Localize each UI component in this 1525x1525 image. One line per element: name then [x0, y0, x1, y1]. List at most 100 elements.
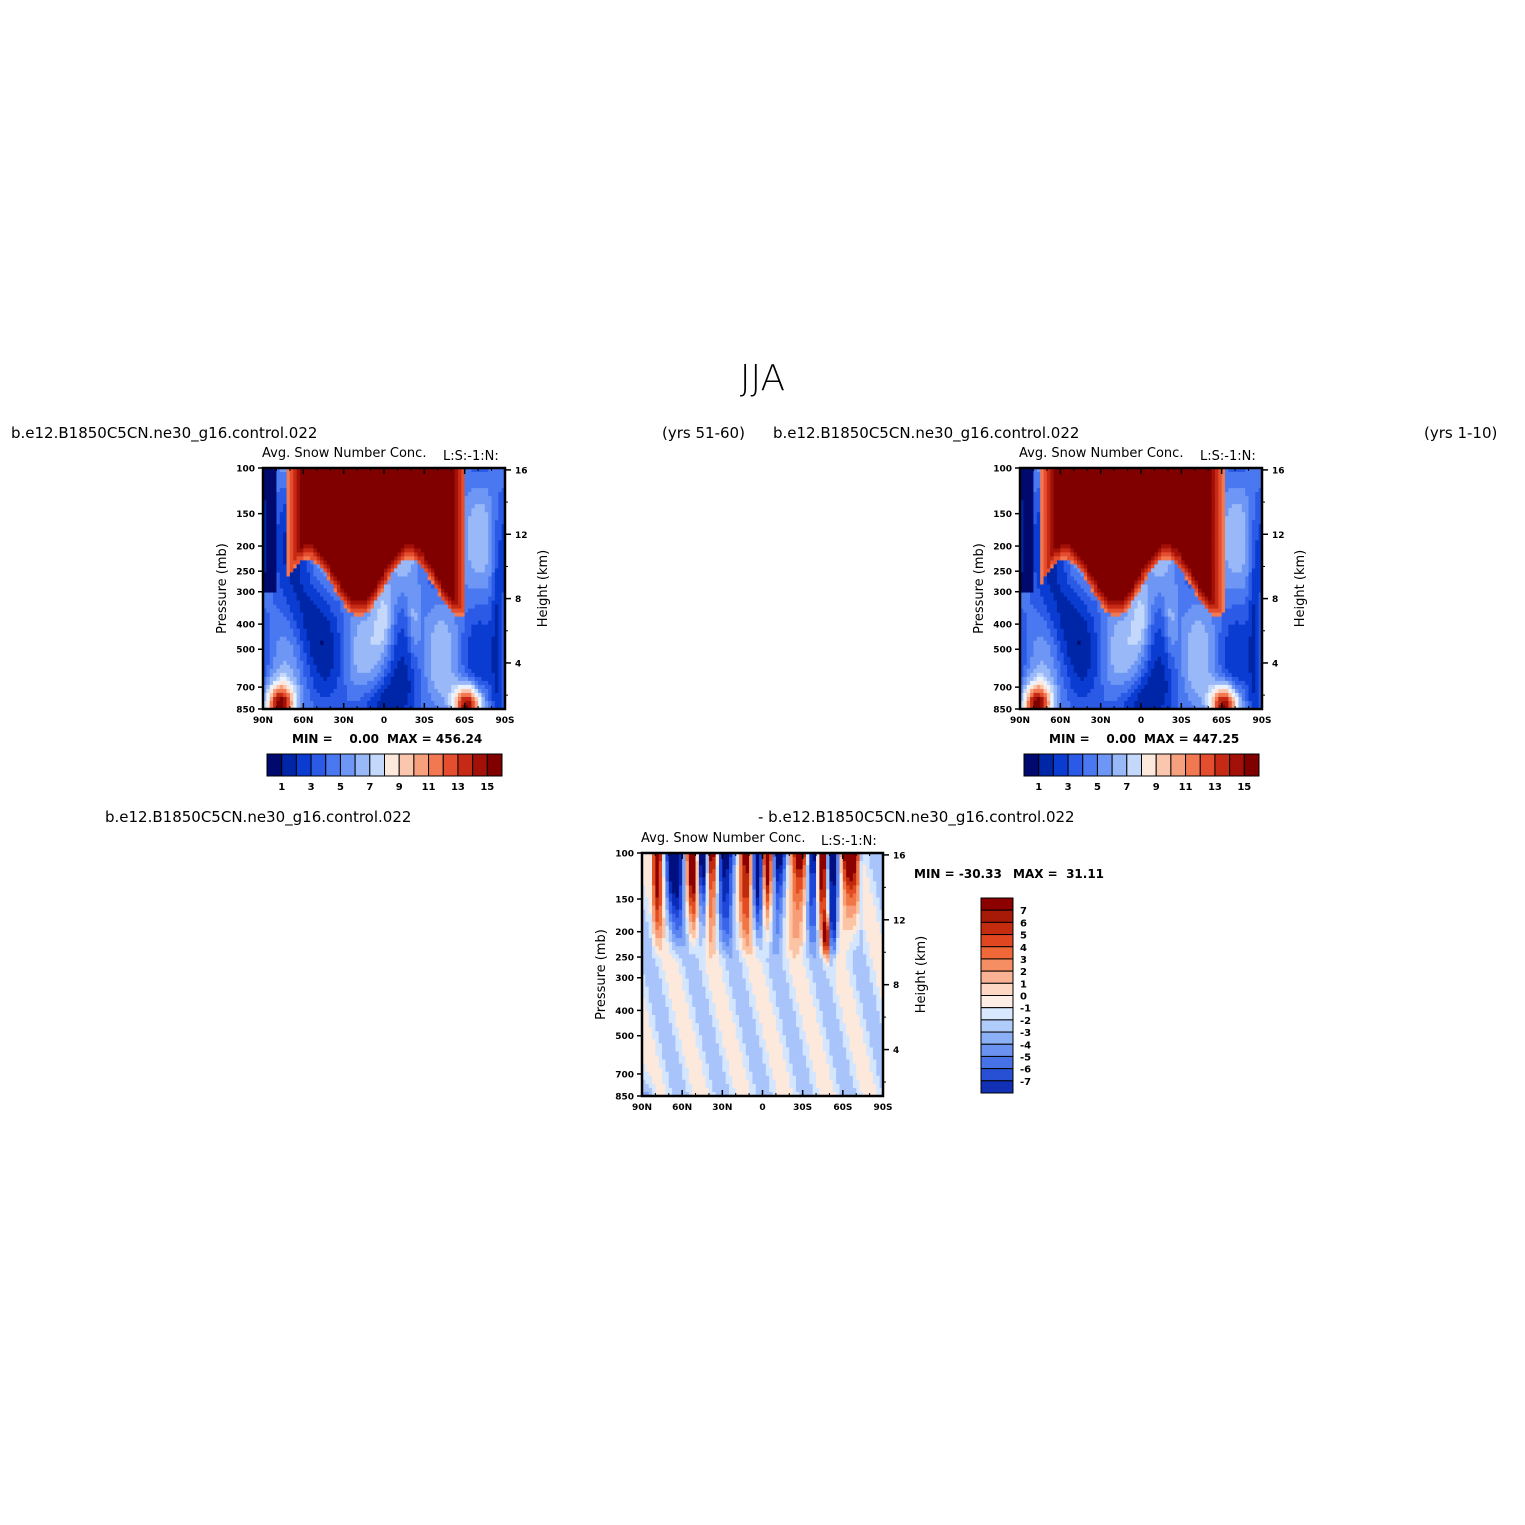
- colorbar-box: [384, 753, 400, 777]
- heatmap-cell: [263, 692, 267, 698]
- heatmap-cell: [347, 548, 351, 553]
- heatmap-cell: [269, 552, 274, 557]
- heatmap-cell: [269, 688, 274, 694]
- heatmap-cell: [273, 664, 278, 670]
- heatmap-cell: [350, 684, 355, 690]
- heatmap-cell: [343, 656, 348, 662]
- heatmap-cell: [279, 644, 284, 650]
- heatmap-cell: [299, 648, 304, 654]
- heatmap-cell: [326, 528, 331, 533]
- heatmap-cell: [347, 552, 351, 557]
- heatmap-cell: [316, 616, 321, 622]
- heatmap-cell: [266, 600, 271, 606]
- heatmap-cell: [347, 496, 351, 501]
- heatmap-cell: [269, 532, 274, 537]
- heatmap-cell: [296, 484, 301, 489]
- heatmap-cell: [353, 480, 358, 485]
- heatmap-cell: [279, 508, 284, 513]
- heatmap-cell: [488, 604, 493, 610]
- heatmap-cell: [299, 576, 304, 582]
- heatmap-cell: [347, 648, 351, 654]
- heatmap-cell: [326, 624, 331, 630]
- heatmap-cell: [269, 616, 274, 622]
- heatmap-cell: [320, 580, 325, 586]
- heatmap-cell: [350, 496, 355, 501]
- heatmap-cell: [316, 572, 321, 578]
- heatmap-cell: [303, 676, 308, 682]
- heatmap-cell: [1033, 480, 1038, 485]
- heatmap-cell: [263, 484, 267, 489]
- colorbar-label: 1: [278, 782, 285, 793]
- heatmap-cell: [330, 516, 335, 521]
- heatmap-cell: [296, 612, 301, 618]
- heatmap-cell: [367, 528, 372, 533]
- heatmap-cell: [266, 496, 271, 501]
- heatmap-cell: [488, 516, 493, 521]
- heatmap-cell: [350, 512, 355, 517]
- heatmap-cell: [326, 536, 331, 541]
- heatmap-cell: [296, 584, 301, 590]
- heatmap-cell: [350, 616, 355, 622]
- heatmap-cell: [367, 496, 372, 501]
- heatmap-cell: [266, 552, 271, 557]
- heatmap-cell: [323, 608, 328, 614]
- heatmap-cell: [313, 484, 318, 489]
- heatmap-cell: [333, 488, 338, 493]
- heatmap-cell: [289, 656, 294, 662]
- heatmap-cell: [323, 700, 328, 706]
- heatmap-cell: [276, 560, 281, 565]
- heatmap-cell: [336, 648, 341, 654]
- heatmap-cell: [293, 636, 298, 642]
- heatmap-cell: [310, 524, 315, 529]
- heatmap-cell: [353, 492, 358, 497]
- heatmap-cell: [279, 672, 284, 678]
- heatmap-cell: [296, 472, 301, 477]
- heatmap-cell: [316, 640, 321, 646]
- heatmap-cell: [313, 608, 318, 614]
- heatmap-cell: [313, 664, 318, 670]
- heatmap-cell: [353, 500, 358, 505]
- heatmap-cell: [1033, 588, 1038, 594]
- heatmap-cell: [336, 548, 341, 553]
- heatmap-cell: [263, 512, 267, 517]
- heatmap-cell: [279, 640, 284, 646]
- heatmap-cell: [269, 580, 274, 586]
- heatmap-cell: [299, 548, 304, 553]
- heatmap-cell: [289, 676, 294, 682]
- heatmap-cell: [347, 584, 351, 590]
- heatmap-cell: [296, 548, 301, 553]
- heatmap-cell: [320, 636, 325, 642]
- heatmap-cell: [340, 564, 345, 570]
- heatmap-cell: [488, 600, 493, 606]
- heatmap-cell: [488, 592, 493, 598]
- heatmap-cell: [320, 480, 325, 485]
- heatmap-cell: [310, 536, 315, 541]
- heatmap-cell: [296, 672, 301, 678]
- heatmap-cell: [279, 500, 284, 505]
- heatmap-cell: [269, 516, 274, 521]
- heatmap-cell: [293, 664, 298, 670]
- heatmap-cell: [336, 496, 341, 501]
- heatmap-cell: [343, 528, 348, 533]
- heatmap-cell: [323, 572, 328, 578]
- heatmap-cell: [336, 536, 341, 541]
- heatmap-cell: [310, 564, 315, 570]
- heatmap-cell: [286, 548, 291, 553]
- heatmap-cell: [273, 684, 278, 690]
- heatmap-cell: [276, 544, 281, 549]
- heatmap-cell: [279, 696, 284, 702]
- heatmap-cell: [286, 544, 291, 549]
- heatmap-cell: [326, 596, 331, 602]
- heatmap-cell: [263, 492, 267, 497]
- heatmap-cell: [273, 488, 278, 493]
- heatmap-cell: [323, 616, 328, 622]
- heatmap-cell: [353, 472, 358, 477]
- heatmap-cell: [293, 704, 298, 710]
- heatmap-cell: [276, 604, 281, 610]
- heatmap-cell: [333, 688, 338, 694]
- heatmap-cell: [320, 488, 325, 493]
- heatmap-cell: [313, 552, 318, 557]
- heatmap-cell: [293, 696, 298, 702]
- colorbar-label: 5: [337, 782, 344, 793]
- heatmap-cell: [310, 648, 315, 654]
